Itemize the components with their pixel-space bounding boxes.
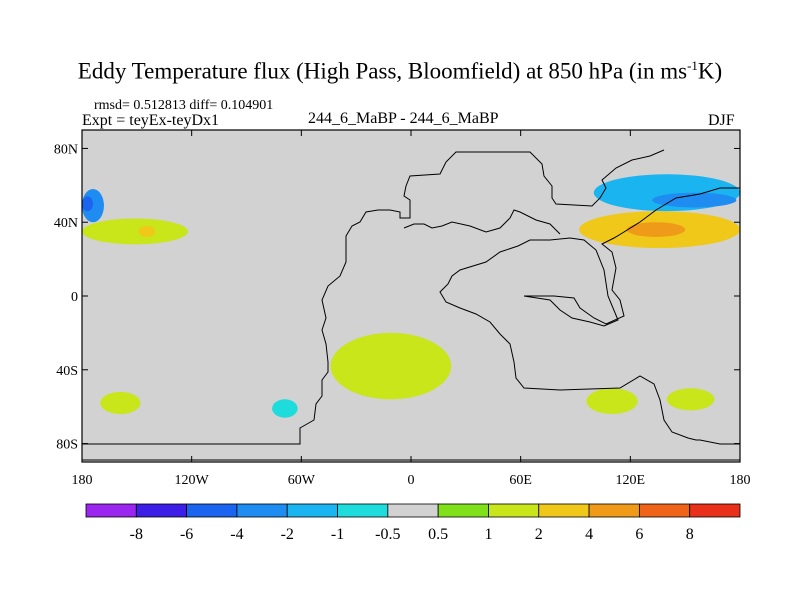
contour-region-subtropical-pacific [82, 218, 189, 245]
contour-region-south-atlantic-west [272, 399, 298, 418]
contour-region-north-pacific-core [82, 196, 93, 212]
chart-title: Eddy Temperature flux (High Pass, Bloomf… [0, 58, 800, 85]
contour-region-south-indian [586, 388, 638, 415]
colorbar-swatch [236, 503, 288, 518]
colorbar-swatch [638, 503, 691, 518]
colorbar-label: -2 [281, 526, 294, 543]
x-tick-label: 180 [730, 473, 751, 488]
contour-region-south-atlantic [330, 332, 452, 400]
y-axis: 80N 40N 0 40S 80S [54, 142, 740, 453]
colorbar-label: -4 [230, 526, 243, 543]
colorbar-label: -8 [130, 526, 143, 543]
x-tick-label: 120W [175, 473, 210, 488]
colorbar-swatch [135, 503, 188, 518]
y-tick-label: 40S [56, 364, 78, 379]
season-label: DJF [708, 112, 735, 129]
colorbar-label: -6 [180, 526, 193, 543]
x-axis: 180 120W 60W 0 60E 120E 180 [72, 130, 751, 488]
colorbar-swatch [387, 503, 439, 518]
contour-fills [82, 174, 740, 418]
colorbar-label: 8 [686, 526, 694, 543]
contour-region-south-pacific-east [100, 391, 141, 415]
y-tick-label: 80N [54, 142, 78, 157]
experiment-label: Expt = teyEx-teyDx1 [82, 112, 219, 129]
colorbar-swatch [488, 503, 540, 518]
x-tick-label: 0 [408, 473, 415, 488]
stats-label: rmsd= 0.512813 diff= 0.104901 [94, 98, 274, 113]
colorbar-swatch [437, 503, 489, 518]
title-main: Eddy Temperature flux (High Pass, Bloomf… [77, 58, 688, 84]
colorbar-label: 2 [535, 526, 543, 543]
contour-region-north-pacific-east-core [652, 192, 737, 208]
colorbar-swatch [588, 503, 640, 518]
colorbar-swatch [689, 503, 741, 518]
colorbar-swatch [286, 503, 338, 518]
colorbar: -8 -6 -4 -2 -1 -0.5 0.5 1 2 4 6 8 [85, 503, 741, 543]
colorbar-label: 0.5 [428, 526, 448, 543]
y-tick-label: 80S [56, 438, 78, 453]
x-tick-label: 60E [509, 473, 532, 488]
contour-region-tasman-sea [666, 388, 715, 411]
colorbar-swatch [337, 503, 389, 518]
land-outline-eurasia-africa [82, 149, 665, 445]
title-unit-end: K) [697, 58, 723, 84]
run-comparison-label: 244_6_MaBP - 244_6_MaBP [308, 110, 499, 127]
x-tick-label: 60W [288, 473, 316, 488]
colorbar-label: 6 [635, 526, 643, 543]
colorbar-swatch [538, 503, 590, 518]
colorbar-label: -0.5 [375, 526, 400, 543]
land-outline-interior [403, 209, 561, 235]
x-tick-label: 120E [616, 473, 646, 488]
y-tick-label: 0 [71, 290, 78, 305]
colorbar-label: -1 [331, 526, 344, 543]
colorbar-swatch [186, 503, 238, 518]
land-outline-americas [439, 187, 740, 445]
contour-region-kuroshio-core [626, 222, 686, 237]
colorbar-swatch [85, 503, 137, 518]
title-superscript: -1 [687, 58, 698, 73]
contour-region-subtropical-pacific-center [138, 225, 156, 237]
y-tick-label: 40N [54, 216, 78, 231]
x-tick-label: 180 [72, 473, 93, 488]
colorbar-label: 4 [585, 526, 593, 543]
colorbar-label: 1 [484, 526, 492, 543]
